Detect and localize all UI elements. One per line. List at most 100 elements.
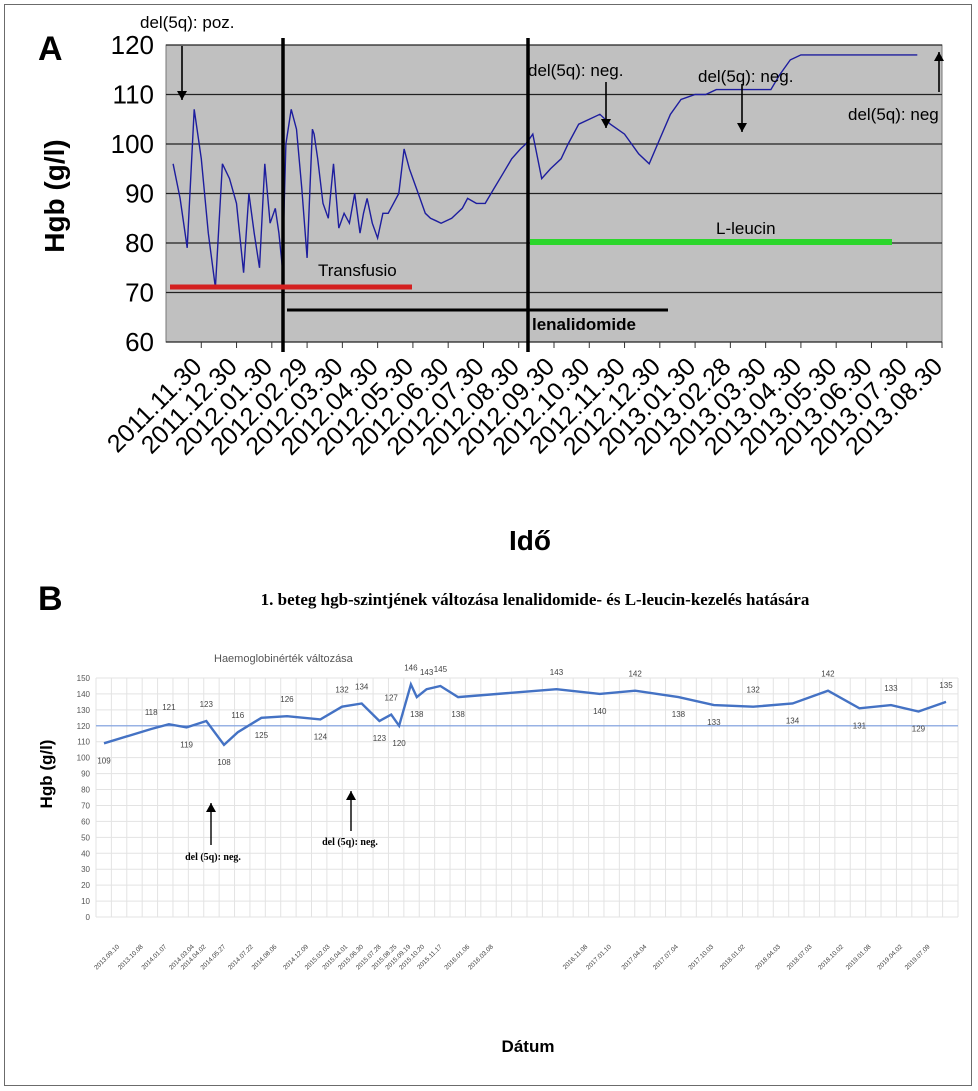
chart-b-y-axis-title: Hgb (g/l) — [37, 740, 56, 809]
panel-a-letter: A — [38, 30, 63, 68]
annotation-b-del5q-neg-2: del (5q): neg. — [322, 837, 378, 848]
annotation-del5q-neg-3: del(5q): neg — [848, 105, 939, 124]
y-tick-label: 150 — [77, 674, 91, 683]
chart-a-x-ticks: 2011.11.302011.12.302012.01.302012.02.29… — [102, 342, 948, 461]
chart-a: 60 70 80 90 100 110 120 2011.11.302011.12.3020… — [39, 13, 948, 556]
annotation-lenalidomide: lenalidomide — [532, 315, 636, 334]
x-tick-label: 2019.04.02 — [876, 943, 904, 971]
y-tick-label: 70 — [125, 278, 154, 308]
data-label: 143 — [420, 668, 434, 677]
data-label: 135 — [939, 681, 953, 690]
data-label: 121 — [162, 703, 176, 712]
annotation-del5q-poz: del(5q): poz. — [140, 13, 235, 32]
annotation-b-del5q-neg-1: del (5q): neg. — [185, 852, 241, 863]
x-tick-label: 2018.10.02 — [817, 943, 845, 971]
y-tick-label: 140 — [77, 690, 91, 699]
data-label: 132 — [335, 686, 349, 695]
y-tick-label: 50 — [81, 833, 90, 842]
chart-b-data-labels: 109 118 121 119 123 108 116 125 126 124 132 134 123 1… — [97, 663, 953, 767]
data-label: 120 — [392, 739, 406, 748]
data-label: 133 — [884, 684, 898, 693]
arrow-del5q-neg-1 — [601, 82, 611, 128]
data-label: 133 — [707, 718, 721, 727]
y-tick-label: 100 — [111, 129, 154, 159]
chart-a-y-axis-title: Hgb (g/l) — [39, 139, 70, 253]
data-label: 146 — [404, 663, 418, 672]
data-label: 134 — [786, 716, 800, 725]
x-tick-label: 2014.01.07 — [140, 943, 168, 971]
x-tick-label: 2016.03.08 — [467, 943, 495, 971]
y-tick-label: 30 — [81, 865, 90, 874]
data-label: 108 — [217, 758, 231, 767]
y-tick-label: 60 — [81, 817, 90, 826]
arrow-b-del5q-neg-2 — [346, 791, 356, 831]
chart-a-treatment-markers — [170, 38, 944, 352]
data-label: 134 — [355, 682, 369, 691]
data-label: 118 — [145, 708, 158, 717]
arrow-head — [601, 119, 611, 128]
data-label: 140 — [593, 707, 607, 716]
chart-b-y-ticks: 0 10 20 30 40 50 60 70 80 90 100 110 120 130 140 150 — [77, 674, 91, 922]
data-label: 129 — [912, 724, 926, 733]
chart-b-hgb-line — [103, 680, 947, 747]
arrow-head — [206, 803, 216, 812]
arrow-del5q-neg-3 — [934, 52, 944, 92]
chart-b-x-axis-title: Dátum — [502, 1037, 555, 1056]
arrow-head — [177, 91, 187, 100]
annotation-transfusio: Transfusio — [318, 261, 397, 280]
data-label: 142 — [628, 670, 642, 679]
data-label: 123 — [373, 734, 387, 743]
arrow-head — [934, 52, 944, 61]
x-tick-label: 2017.10.03 — [687, 943, 715, 971]
chart-b: 0 10 20 30 40 50 60 70 80 90 100 110 120 130 140 150 20… — [37, 653, 959, 1056]
chart-a-y-ticks: 60 70 80 90 100 110 120 — [111, 30, 154, 357]
y-tick-label: 60 — [125, 327, 154, 357]
data-label: 119 — [180, 740, 193, 749]
chart-b-title: 1. beteg hgb-szintjének változása lenali… — [261, 590, 810, 609]
arrow-head — [346, 791, 356, 800]
x-tick-label: 2017.04.04 — [620, 943, 648, 971]
y-tick-label: 80 — [81, 786, 90, 795]
y-tick-label: 110 — [77, 738, 90, 747]
y-tick-label: 110 — [113, 80, 154, 110]
y-tick-label: 70 — [81, 801, 90, 810]
data-label: 123 — [200, 700, 214, 709]
x-tick-label: 2017.07.04 — [652, 943, 680, 971]
data-label: 109 — [97, 756, 111, 765]
x-tick-label: 2018.04.03 — [754, 943, 782, 971]
data-label: 143 — [550, 668, 564, 677]
data-label: 138 — [451, 710, 465, 719]
data-label: 132 — [747, 686, 761, 695]
y-tick-label: 130 — [77, 706, 91, 715]
annotation-del5q-neg-1: del(5q): neg. — [528, 61, 623, 80]
chart-b-gridlines — [95, 677, 959, 918]
chart-b-series-label: Haemoglobinérték változása — [214, 653, 354, 665]
x-tick-label: 2018.07.03 — [786, 943, 814, 971]
y-tick-label: 90 — [125, 179, 154, 209]
y-tick-label: 80 — [125, 228, 154, 258]
data-label: 127 — [385, 694, 399, 703]
data-label: 124 — [314, 732, 328, 741]
arrow-head — [737, 123, 747, 132]
x-tick-label: 2014.08.06 — [251, 943, 279, 971]
data-label: 145 — [434, 665, 448, 674]
data-label: 125 — [255, 731, 269, 740]
arrow-b-del5q-neg-1 — [206, 803, 216, 845]
y-tick-label: 40 — [81, 849, 90, 858]
arrow-del5q-poz — [177, 46, 187, 100]
y-tick-label: 100 — [77, 754, 91, 763]
annotation-del5q-neg-2: del(5q): neg. — [698, 67, 793, 86]
data-label: 138 — [410, 710, 424, 719]
x-tick-label: 2017.01.10 — [585, 943, 613, 971]
annotation-l-leucin: L-leucin — [716, 219, 776, 238]
data-label: 126 — [280, 695, 294, 704]
y-tick-label: 120 — [77, 722, 91, 731]
panel-b-letter: B — [38, 580, 63, 618]
data-label: 131 — [853, 721, 867, 730]
arrow-del5q-neg-2 — [737, 84, 747, 132]
y-tick-label: 10 — [81, 897, 90, 906]
y-tick-label: 0 — [86, 913, 91, 922]
data-label: 142 — [821, 670, 835, 679]
